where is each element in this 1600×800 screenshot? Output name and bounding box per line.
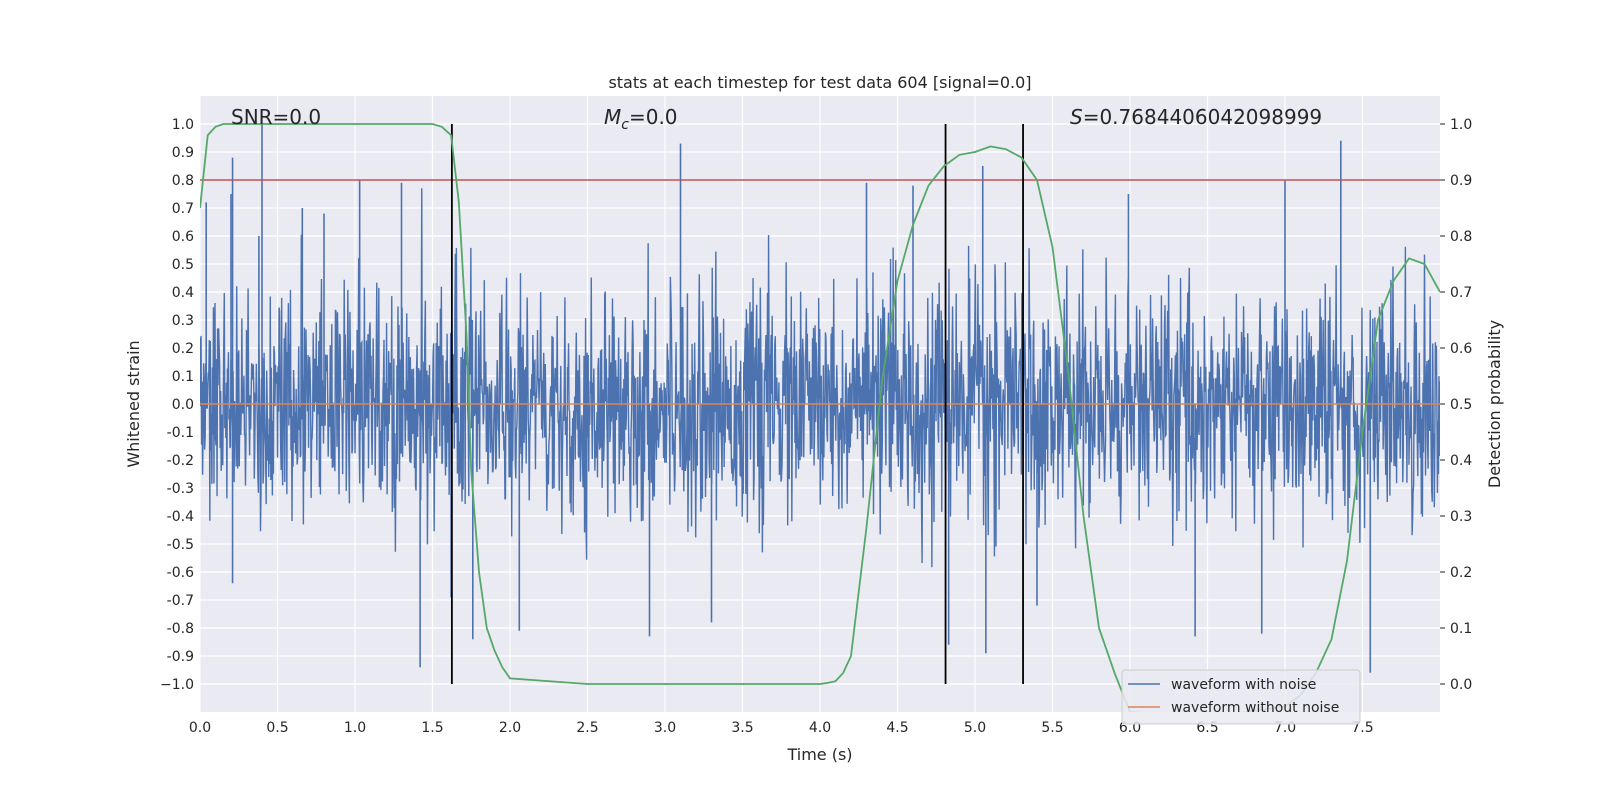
- x-tick-label: 2.0: [499, 720, 521, 736]
- y2-tick-label: 0.3: [1450, 509, 1472, 525]
- x-tick-label: 3.5: [731, 720, 753, 736]
- chirp-mass-symbol: M: [604, 105, 621, 129]
- y-axis-label: Whitened strain: [124, 340, 143, 467]
- chart-title: stats at each timestep for test data 604…: [608, 73, 1031, 92]
- y-tick-label: 1.0: [172, 117, 194, 133]
- y-tick-label: -0.9: [167, 649, 194, 665]
- y-tick-label: 0.2: [172, 341, 194, 357]
- y2-axis-label: Detection probability: [1485, 320, 1504, 488]
- y-tick-label: −1.0: [160, 677, 194, 693]
- x-tick-label: 5.5: [1041, 720, 1063, 736]
- y-tick-label: 0.0: [172, 397, 194, 413]
- y2-tick-label: 0.1: [1450, 621, 1472, 637]
- x-tick-label: 0.5: [266, 720, 288, 736]
- y-tick-label: 0.9: [172, 145, 194, 161]
- y2-tick-label: 0.7: [1450, 285, 1472, 301]
- score-value: =0.7684406042098999: [1083, 105, 1322, 129]
- x-tick-label: 4.5: [886, 720, 908, 736]
- x-tick-label: 5.0: [964, 720, 986, 736]
- y-tick-label: -0.1: [167, 425, 194, 441]
- y2-tick-label: 0.8: [1450, 229, 1472, 245]
- y2-tick-label: 0.5: [1450, 397, 1472, 413]
- legend: waveform with noise waveform without noi…: [1121, 669, 1361, 725]
- y2-tick-label: 0.4: [1450, 453, 1472, 469]
- y2-tick-label: 0.2: [1450, 565, 1472, 581]
- series-waveform-with-noise: [200, 124, 1440, 673]
- x-tick-label: 0.0: [189, 720, 211, 736]
- score-symbol: S: [1070, 105, 1083, 129]
- legend-box: [1121, 669, 1361, 725]
- y-tick-label: 0.5: [172, 257, 194, 273]
- score-annotation: S=0.7684406042098999: [1070, 105, 1322, 129]
- y-tick-label: -0.4: [167, 509, 194, 525]
- axis-ticks: 0.0 0.5 1.0 1.5 2.0 2.5 3.0 3.5 4.0 4.5 5.0 5.5 6.0 6…: [160, 117, 1472, 736]
- x-tick-label: 3.0: [654, 720, 676, 736]
- x-tick-label: 1.0: [344, 720, 366, 736]
- y2-tick-label: 0.6: [1450, 341, 1472, 357]
- snr-annotation: SNR=0.0: [231, 105, 321, 129]
- y-tick-label: -0.3: [167, 481, 194, 497]
- x-tick-label: 1.5: [421, 720, 443, 736]
- y-tick-label: 0.7: [172, 201, 194, 217]
- chirp-mass-annotation: Mc=0.0: [604, 105, 678, 133]
- y2-tick-label: 0.0: [1450, 677, 1472, 693]
- legend-label-clean: waveform without noise: [1171, 700, 1339, 716]
- y-tick-label: -0.7: [167, 593, 194, 609]
- y-tick-label: -0.5: [167, 537, 194, 553]
- y-tick-label: -0.2: [167, 453, 194, 469]
- y-tick-label: -0.6: [167, 565, 194, 581]
- chirp-mass-value: =0.0: [629, 105, 678, 129]
- x-tick-label: 4.0: [809, 720, 831, 736]
- y2-tick-label: 0.9: [1450, 173, 1472, 189]
- noise-waveform-line: [200, 188, 1440, 568]
- x-tick-label: 2.5: [576, 720, 598, 736]
- y-tick-label: 0.4: [172, 285, 194, 301]
- y-tick-label: 0.3: [172, 313, 194, 329]
- y-tick-label: 0.6: [172, 229, 194, 245]
- y-tick-label: -0.8: [167, 621, 194, 637]
- legend-label-noise: waveform with noise: [1171, 677, 1316, 693]
- x-axis-label: Time (s): [786, 745, 852, 764]
- y2-tick-label: 1.0: [1450, 117, 1472, 133]
- y-tick-label: 0.1: [172, 369, 194, 385]
- chirp-mass-subscript: c: [621, 117, 629, 133]
- y-tick-label: 0.8: [172, 173, 194, 189]
